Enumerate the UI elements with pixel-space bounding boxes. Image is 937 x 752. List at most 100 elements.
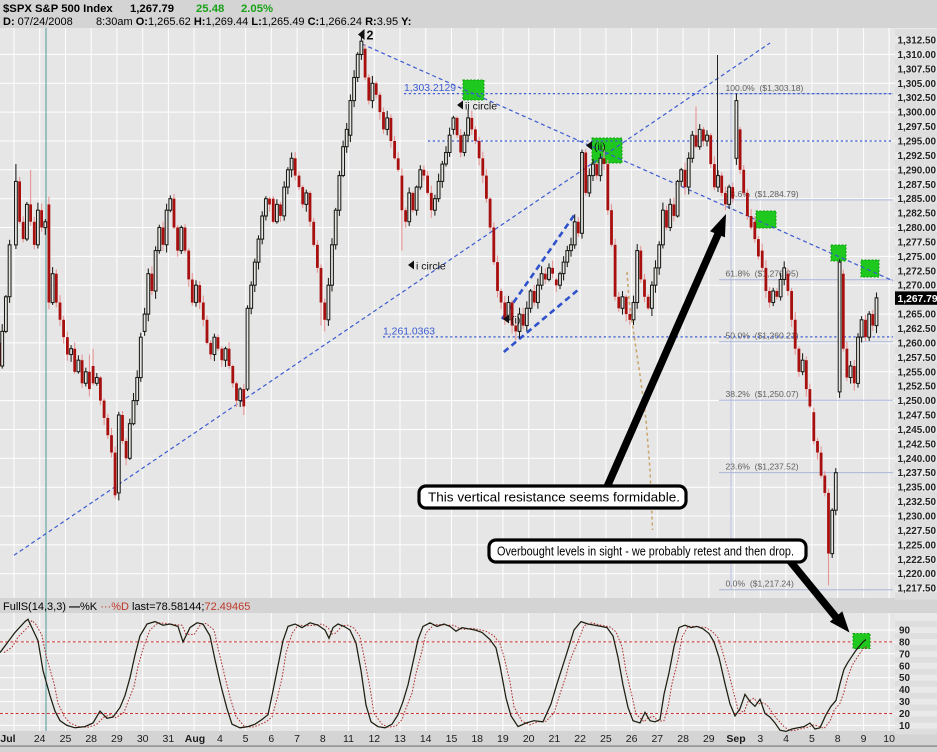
svg-text:1,282.50: 1,282.50 — [898, 209, 937, 220]
svg-text:1,270.00: 1,270.00 — [898, 281, 937, 292]
svg-text:50: 50 — [899, 673, 910, 684]
svg-text:1,297.50: 1,297.50 — [898, 122, 937, 133]
svg-text:1,305.00: 1,305.00 — [898, 79, 937, 90]
svg-text:8: 8 — [835, 733, 841, 745]
svg-text:28: 28 — [85, 733, 97, 745]
svg-text:2: 2 — [367, 29, 374, 43]
svg-text:1,307.50: 1,307.50 — [898, 64, 937, 75]
svg-text:25: 25 — [600, 733, 612, 745]
svg-text:FullS(14,3,3) —%K ···%D last=7: FullS(14,3,3) —%K ···%D last=78.58144;72… — [3, 601, 250, 613]
svg-text:78.6% ($1,284.79): 78.6% ($1,284.79) — [726, 189, 799, 199]
svg-text:Overbought levels in sight - w: Overbought levels in sight - we probably… — [497, 544, 794, 559]
svg-text:40: 40 — [899, 685, 910, 696]
svg-text:24: 24 — [34, 733, 46, 745]
svg-text:(i): (i) — [511, 315, 520, 327]
svg-text:1,252.50: 1,252.50 — [898, 382, 937, 393]
svg-text:4: 4 — [783, 733, 789, 745]
svg-text:13: 13 — [394, 733, 406, 745]
svg-text:1,255.00: 1,255.00 — [898, 367, 937, 378]
svg-text:1,225.00: 1,225.00 — [898, 540, 937, 551]
svg-text:1,242.50: 1,242.50 — [898, 439, 937, 450]
svg-text:70: 70 — [899, 649, 910, 660]
svg-text:100.0% ($1,303.18): 100.0% ($1,303.18) — [726, 83, 804, 93]
svg-text:D: 07/24/2008: D: 07/24/2008 — [3, 16, 73, 28]
svg-text:1,312.50: 1,312.50 — [898, 36, 937, 47]
svg-text:25: 25 — [60, 733, 72, 745]
svg-text:30: 30 — [137, 733, 149, 745]
svg-text:5: 5 — [809, 733, 815, 745]
svg-text:1,285.00: 1,285.00 — [898, 194, 937, 205]
svg-text:1,261.0363: 1,261.0363 — [383, 326, 435, 337]
svg-text:90: 90 — [899, 626, 910, 637]
svg-text:1,260.00: 1,260.00 — [898, 338, 937, 349]
svg-text:21: 21 — [549, 733, 561, 745]
svg-text:11: 11 — [343, 733, 354, 745]
svg-text:1,230.00: 1,230.00 — [898, 512, 937, 523]
svg-text:1,245.00: 1,245.00 — [898, 425, 937, 436]
svg-text:0.0% ($1,217.24): 0.0% ($1,217.24) — [726, 579, 794, 589]
svg-text:1,222.50: 1,222.50 — [898, 555, 937, 566]
svg-text:1,247.50: 1,247.50 — [898, 411, 937, 422]
svg-text:8:30am O:1,265.62 H:1,269.44 L: 8:30am O:1,265.62 H:1,269.44 L:1,265.49 … — [96, 16, 411, 28]
svg-text:14: 14 — [420, 733, 432, 745]
svg-text:(ii): (ii) — [594, 141, 606, 153]
svg-text:29: 29 — [703, 733, 715, 745]
svg-text:1,217.50: 1,217.50 — [898, 584, 937, 595]
svg-text:ii circle: ii circle — [465, 101, 497, 113]
svg-text:1,300.00: 1,300.00 — [898, 108, 937, 119]
svg-text:1,303.2129: 1,303.2129 — [404, 83, 456, 94]
svg-text:20: 20 — [899, 709, 910, 720]
svg-text:1,257.50: 1,257.50 — [898, 353, 937, 364]
svg-text:19: 19 — [497, 733, 509, 745]
svg-text:1,267.79: 1,267.79 — [130, 3, 174, 15]
svg-text:1,275.00: 1,275.00 — [898, 252, 937, 263]
svg-text:Aug: Aug — [185, 733, 205, 745]
svg-text:1,280.00: 1,280.00 — [898, 223, 937, 234]
svg-text:1,235.00: 1,235.00 — [898, 483, 937, 494]
svg-text:9: 9 — [861, 733, 867, 745]
svg-text:$SPX S&P 500 Index: $SPX S&P 500 Index — [3, 3, 113, 15]
svg-text:25.48: 25.48 — [196, 3, 224, 15]
svg-text:1,272.50: 1,272.50 — [898, 266, 937, 277]
svg-text:7: 7 — [294, 733, 300, 745]
svg-text:27: 27 — [651, 733, 663, 745]
svg-text:6: 6 — [268, 733, 274, 745]
svg-text:This vertical resistance seems: This vertical resistance seems formidabl… — [428, 490, 680, 505]
svg-text:1,295.00: 1,295.00 — [898, 137, 937, 148]
svg-text:1,227.50: 1,227.50 — [898, 526, 937, 537]
svg-text:1,265.00: 1,265.00 — [898, 310, 937, 321]
svg-text:23.6% ($1,237.52): 23.6% ($1,237.52) — [726, 462, 799, 472]
svg-text:26: 26 — [626, 733, 638, 745]
svg-text:28: 28 — [677, 733, 689, 745]
svg-text:31: 31 — [163, 733, 175, 745]
svg-text:10: 10 — [899, 721, 910, 732]
svg-text:1,310.00: 1,310.00 — [898, 50, 937, 61]
svg-text:38.2% ($1,250.07): 38.2% ($1,250.07) — [726, 389, 799, 399]
svg-text:1,262.50: 1,262.50 — [898, 324, 937, 335]
svg-text:80: 80 — [899, 637, 910, 648]
svg-text:50.0% ($1,260.21): 50.0% ($1,260.21) — [726, 331, 799, 341]
svg-text:Jul: Jul — [0, 733, 15, 745]
svg-text:Sep: Sep — [726, 733, 745, 745]
svg-text:1,290.00: 1,290.00 — [898, 165, 937, 176]
svg-text:1,250.00: 1,250.00 — [898, 396, 937, 407]
svg-text:1,287.50: 1,287.50 — [898, 180, 937, 191]
svg-text:1,302.50: 1,302.50 — [898, 93, 937, 104]
svg-text:1,232.50: 1,232.50 — [898, 497, 937, 508]
svg-text:30: 30 — [899, 697, 910, 708]
svg-text:22: 22 — [574, 733, 586, 745]
svg-text:4: 4 — [217, 733, 223, 745]
svg-text:1,237.50: 1,237.50 — [898, 468, 937, 479]
svg-text:15: 15 — [446, 733, 458, 745]
svg-text:20: 20 — [523, 733, 535, 745]
svg-text:1,277.50: 1,277.50 — [898, 237, 937, 248]
svg-text:18: 18 — [471, 733, 483, 745]
svg-text:5: 5 — [243, 733, 249, 745]
svg-text:i circle: i circle — [416, 261, 446, 273]
svg-text:10: 10 — [883, 733, 895, 745]
svg-text:1,292.50: 1,292.50 — [898, 151, 937, 162]
svg-text:1,240.00: 1,240.00 — [898, 454, 937, 465]
svg-text:60: 60 — [899, 661, 910, 672]
svg-text:29: 29 — [111, 733, 123, 745]
svg-text:2.05%: 2.05% — [241, 3, 273, 15]
